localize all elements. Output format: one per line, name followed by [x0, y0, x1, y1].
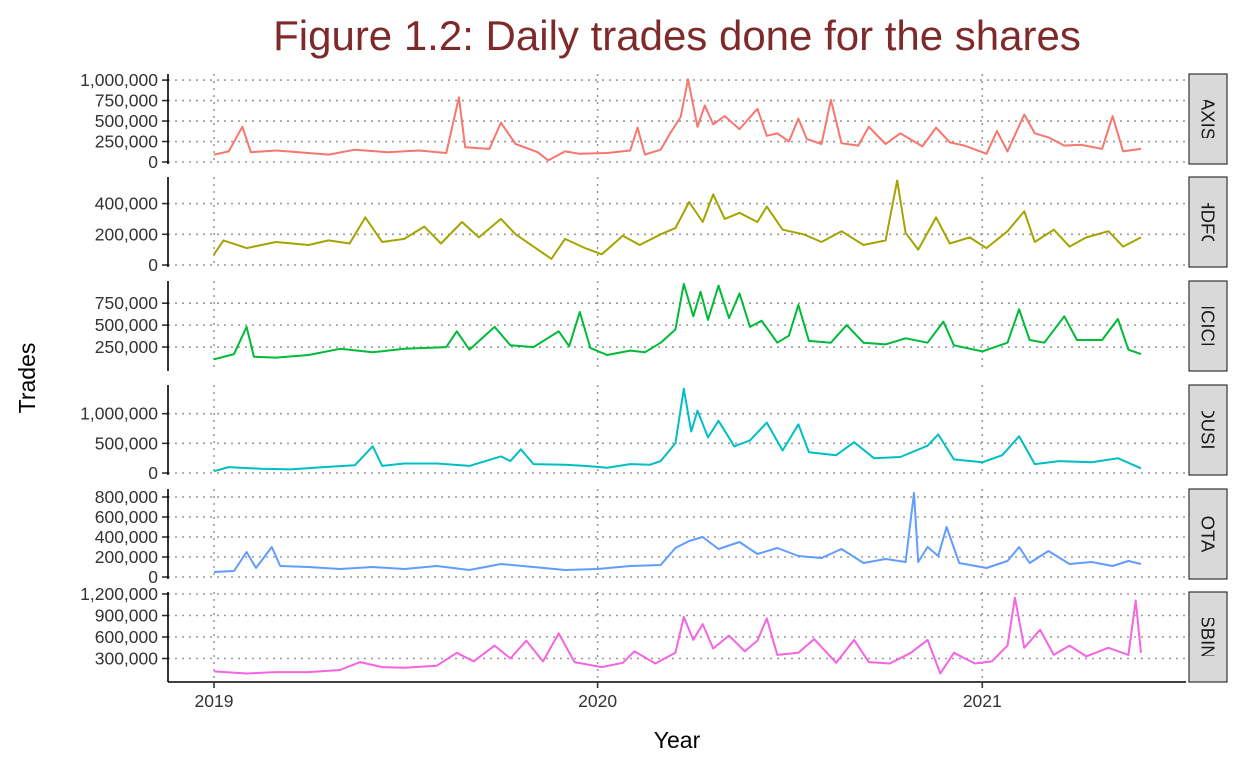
- facet-strip-label: KOTAK: [1198, 503, 1219, 565]
- chart-title: Figure 1.2: Daily trades done for the sh…: [273, 12, 1081, 59]
- y-tick-label: 200,000: [95, 224, 159, 244]
- y-tick-label: 400,000: [95, 527, 159, 547]
- facet-strip-label: NDUSINI: [1198, 392, 1219, 468]
- facet-strip-label: SBIN: [1198, 615, 1219, 658]
- x-axis: 2019 2020 2021: [168, 681, 1186, 711]
- facet-strip-label: AXIS: [1198, 98, 1219, 140]
- y-axis-title: Trades: [14, 343, 40, 414]
- y-tick-label: 1,200,000: [80, 584, 158, 604]
- y-tick-label: 600,000: [95, 507, 159, 527]
- y-tick-label: 1,000,000: [80, 404, 158, 424]
- x-tick-label: 2019: [195, 691, 234, 711]
- facet-strip: [1188, 591, 1228, 683]
- series-line-hdfc: [213, 179, 1142, 260]
- panel-indusindbk: 0 500,000 1,000,000 NDUSINI: [80, 384, 1228, 483]
- y-tick-label: 800,000: [95, 487, 159, 507]
- y-tick-label: 300,000: [95, 649, 159, 669]
- y-tick-label: 250,000: [95, 132, 159, 152]
- facet-strip: [1188, 73, 1228, 165]
- y-tick-label: 400,000: [95, 194, 159, 214]
- y-tick-label: 0: [148, 463, 158, 483]
- y-tick-label: 600,000: [95, 627, 159, 647]
- y-tick-label: 750,000: [95, 293, 159, 313]
- y-tick-label: 200,000: [95, 547, 159, 567]
- x-tick-label: 2021: [963, 691, 1002, 711]
- y-tick-label: 0: [148, 152, 158, 172]
- series-line-sbin: [213, 596, 1142, 675]
- facet-strip: [1188, 384, 1228, 476]
- y-tick-label: 900,000: [95, 606, 159, 626]
- y-tick-label: 500,000: [95, 433, 159, 453]
- y-tick-label: 0: [148, 255, 158, 275]
- facet-strip: [1188, 488, 1228, 580]
- series-line-kotak: [213, 492, 1142, 573]
- facet-strip-label: ICICI: [1198, 305, 1219, 347]
- facet-strip: [1188, 176, 1228, 268]
- facet-panels: 0250,000500,000750,0001,000,000AXIS0200,…: [80, 70, 1228, 711]
- y-tick-label: 0: [148, 567, 158, 587]
- x-tick-label: 2020: [578, 691, 617, 711]
- series-line-indusindbk: [213, 387, 1142, 473]
- y-tick-label: 500,000: [95, 111, 159, 131]
- y-tick-label: 500,000: [95, 315, 159, 335]
- x-axis-title: Year: [654, 727, 701, 753]
- y-tick-label: 1,000,000: [80, 70, 158, 90]
- facet-strip-label: HDFC: [1198, 196, 1219, 247]
- y-tick-label: 750,000: [95, 91, 159, 111]
- panel-hdfc: 0 200,000 400,000 HDFC: [95, 176, 1228, 275]
- y-tick-label: 250,000: [95, 337, 159, 357]
- series-line-icici: [213, 282, 1142, 361]
- series-line-axis: [213, 78, 1142, 162]
- facet-strip: [1188, 280, 1228, 372]
